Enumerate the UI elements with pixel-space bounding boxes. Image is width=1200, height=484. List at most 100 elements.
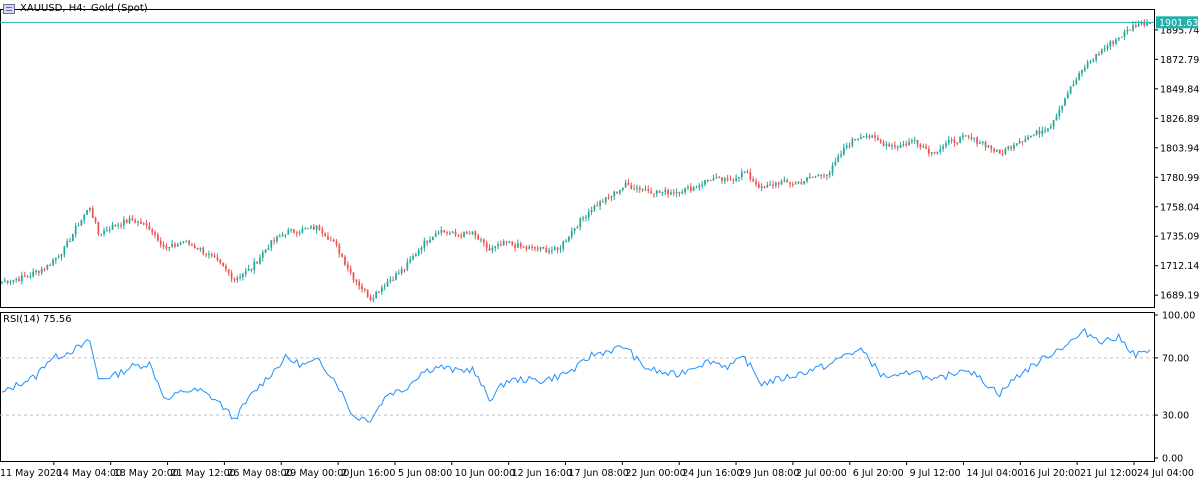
candle-body: [803, 181, 806, 184]
candle-body: [568, 236, 570, 241]
candle-body: [613, 191, 616, 197]
candle-body: [854, 139, 857, 141]
candle-body: [335, 241, 338, 245]
candle-body: [1047, 128, 1049, 131]
time-tick-label: 14 Jul 04:00: [966, 468, 1023, 479]
candle-body: [593, 205, 596, 210]
candle-body: [106, 230, 108, 232]
price-tick-label: 1689.196: [1160, 291, 1200, 302]
candle-body: [885, 144, 888, 146]
candle-body: [627, 182, 630, 186]
candle-body: [797, 182, 800, 184]
candle-body: [151, 229, 154, 233]
candle-body: [15, 279, 18, 281]
candle-body: [77, 225, 80, 227]
candle-body: [304, 228, 307, 230]
candle-body: [123, 219, 125, 226]
candle-body: [250, 268, 253, 270]
candle-body: [511, 241, 514, 245]
candle-body: [26, 276, 29, 278]
candle-body: [414, 254, 417, 257]
candle-body: [474, 231, 477, 236]
time-tick-label: 29 May 00:00: [284, 468, 349, 479]
candle-body: [763, 186, 766, 188]
candle-body: [644, 189, 647, 191]
candle-body: [930, 152, 933, 154]
candle-body: [746, 171, 749, 173]
price-pane: 1895.746 1872.796 1849.846 1826.896 1803.946…: [0, 9, 1200, 308]
candle-body: [128, 218, 131, 223]
candle-body: [157, 234, 159, 241]
candle-body: [587, 211, 590, 218]
candle-body: [460, 235, 463, 237]
time-tick-label: 14 May 04:00: [57, 468, 122, 479]
candle-body: [670, 192, 672, 195]
candle-body: [324, 233, 327, 237]
candle-body: [658, 190, 661, 193]
candle-body: [939, 148, 942, 152]
candle-body: [517, 243, 519, 248]
candle-body: [477, 235, 480, 240]
candle-body: [117, 224, 120, 226]
candle-body: [692, 187, 695, 191]
candle-body: [256, 261, 258, 264]
candle-body: [1055, 116, 1058, 121]
candle-body: [862, 136, 865, 138]
time-tick-label: 21 Jul 12:00: [1080, 468, 1137, 479]
candle-body: [264, 249, 267, 253]
candle-body: [182, 241, 185, 243]
price-tick-label: 1803.946: [1160, 143, 1200, 154]
candle-body: [196, 247, 199, 250]
candle-body: [293, 229, 295, 233]
candle-body: [715, 177, 718, 179]
candle-body: [1106, 46, 1109, 49]
candle-body: [794, 183, 797, 185]
candle-body: [766, 185, 769, 188]
candle-body: [301, 228, 304, 233]
candle-body: [216, 257, 219, 260]
candle-body: [505, 241, 508, 243]
candle-body: [100, 233, 103, 235]
candle-body: [1004, 148, 1007, 155]
candle-body: [894, 145, 896, 147]
time-tick-label: 22 Jun 00:00: [625, 468, 685, 479]
candle-body: [1041, 130, 1044, 134]
candle-body: [383, 286, 386, 288]
rsi-pane: 100.00 70.00 30.00 0.00: [0, 311, 1195, 465]
candle-body: [1044, 130, 1046, 132]
candle-body: [877, 137, 879, 141]
candle-body: [465, 232, 468, 234]
candle-body: [633, 188, 635, 190]
price-tick-label: 1735.096: [1160, 232, 1200, 243]
candle-body: [891, 145, 893, 147]
candle-body: [247, 268, 250, 271]
rsi-tick-label: 100.00: [1162, 311, 1195, 322]
candle-body: [332, 239, 335, 242]
candle-body: [54, 257, 57, 260]
candle-body: [225, 266, 227, 270]
candle-body: [423, 240, 426, 248]
candle-body: [1140, 21, 1143, 25]
candle-body: [159, 240, 162, 245]
candle-body: [145, 223, 148, 226]
candle-body: [1069, 86, 1072, 94]
time-tick-label: 2 Jun 16:00: [341, 468, 395, 479]
candle-body: [636, 187, 638, 189]
time-tick-label: 5 Jun 08:00: [398, 468, 452, 479]
candle-body: [242, 274, 244, 277]
candle-body: [188, 240, 190, 245]
candle-body: [1007, 146, 1010, 149]
candle-body: [412, 256, 414, 260]
candle-body: [740, 172, 743, 178]
candle-body: [375, 291, 378, 299]
candle-body: [426, 240, 429, 243]
candle-body: [23, 275, 26, 277]
candle-body: [448, 233, 451, 235]
candle-body: [723, 178, 726, 181]
candle-body: [60, 254, 63, 257]
candle-body: [29, 276, 32, 278]
candle-body: [653, 193, 655, 195]
symbol-icon: [3, 3, 15, 14]
candle-body: [718, 177, 721, 179]
